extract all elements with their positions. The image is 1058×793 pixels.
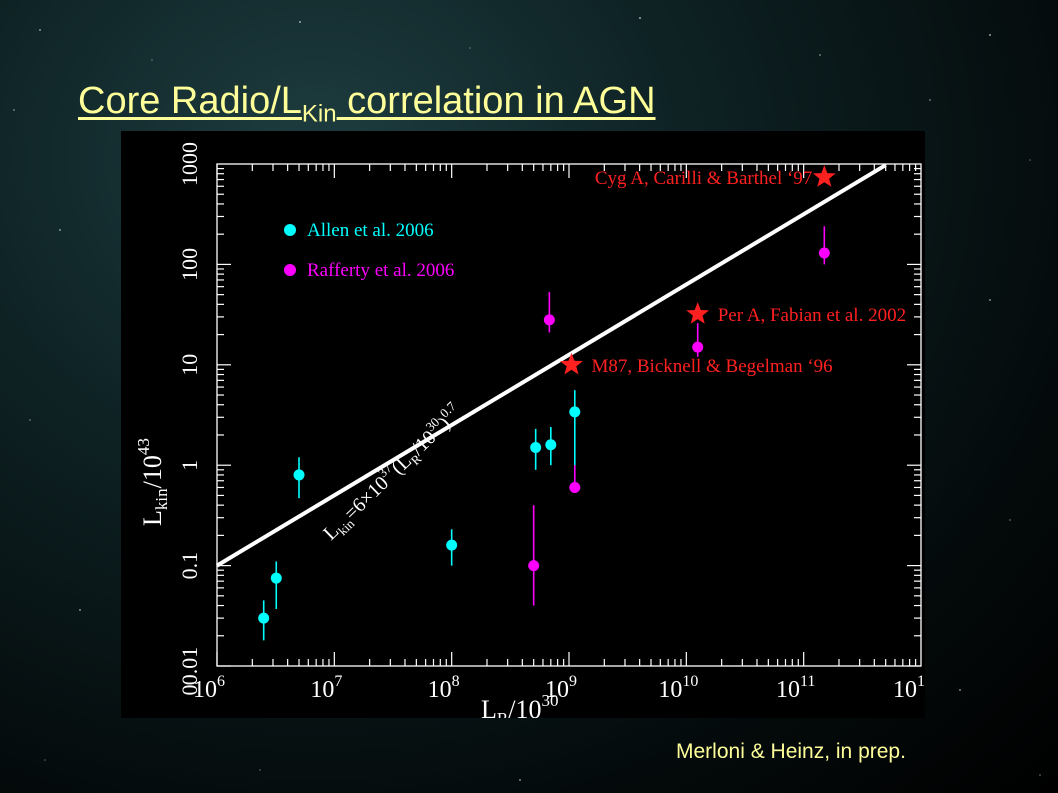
legend-label: Allen et al. 2006 (307, 220, 434, 241)
allen-data-point (446, 539, 458, 551)
slide-title: Core Radio/LKin correlation in AGN (78, 80, 656, 129)
data-points (258, 247, 830, 624)
x-tick-label: 106 (193, 673, 225, 703)
axis-ticks: 106 107 108 109 1010 1011 1012 0.01 0.1 1 10 100 100… (177, 142, 925, 703)
rafferty-data-point (569, 481, 581, 493)
fit-line (215, 163, 887, 568)
reference-star (560, 352, 583, 375)
credit-text: Merloni & Heinz, in prep. (676, 740, 906, 763)
reference-label: M87, Bicknell & Begelman ‘96 (591, 356, 832, 377)
y-axis-title: Lkin/1043 (134, 438, 171, 526)
legend: Allen et al. 2006 Rafferty et al. 2006 (284, 220, 454, 281)
x-tick-label: 1012 (893, 673, 925, 703)
rafferty-data-point (528, 560, 540, 572)
title-main: Core Radio/L (78, 80, 302, 122)
allen-data-point (569, 406, 581, 418)
reference-star (812, 165, 836, 187)
legend-marker (284, 224, 296, 236)
allen-data-point (258, 612, 270, 624)
allen-data-point (545, 439, 557, 451)
fit-line-group (215, 163, 887, 568)
y-tick-label: 1000 (177, 142, 202, 186)
reference-stars: Cyg A, Carilli & Barthel ‘97 Per A, Fabia… (560, 165, 906, 377)
legend-label: Rafferty et al. 2006 (307, 260, 454, 281)
y-tick-label: 0.01 (177, 647, 202, 686)
reference-label: Per A, Fabian et al. 2002 (718, 305, 906, 326)
allen-data-point (293, 469, 305, 481)
reference-star (686, 302, 710, 324)
rafferty-data-point (692, 341, 704, 353)
fit-equation-label: Lkin=6×1037(LR/1030)0.7 (316, 398, 468, 547)
rafferty-data-point (543, 314, 555, 326)
error-bars (262, 226, 826, 641)
x-tick-label: 108 (428, 673, 460, 703)
x-tick-label: 1011 (776, 673, 815, 703)
reference-label: Cyg A, Carilli & Barthel ‘97 (595, 168, 812, 189)
x-tick-label: 107 (310, 673, 342, 703)
plot-panel (121, 131, 925, 718)
title-subscript: Kin (301, 100, 337, 128)
allen-data-point (530, 442, 542, 454)
legend-marker (284, 264, 296, 276)
y-tick-label: 0.1 (177, 552, 202, 580)
y-tick-label: 1 (177, 460, 202, 471)
y-zero-label: 0 (177, 685, 202, 696)
x-tick-label: 1010 (658, 673, 698, 703)
y-tick-label: 10 (177, 354, 202, 376)
allen-data-point (270, 572, 282, 584)
x-axis-title: LR/1030 (481, 691, 558, 718)
y-tick-label: 100 (177, 248, 202, 281)
title-rest: correlation in AGN (336, 80, 656, 122)
rafferty-data-point (818, 247, 830, 259)
scatter-plot: 106 107 108 109 1010 1011 1012 0.01 0.1 1 10 100 100… (134, 142, 925, 718)
x-tick-label: 109 (545, 673, 577, 703)
